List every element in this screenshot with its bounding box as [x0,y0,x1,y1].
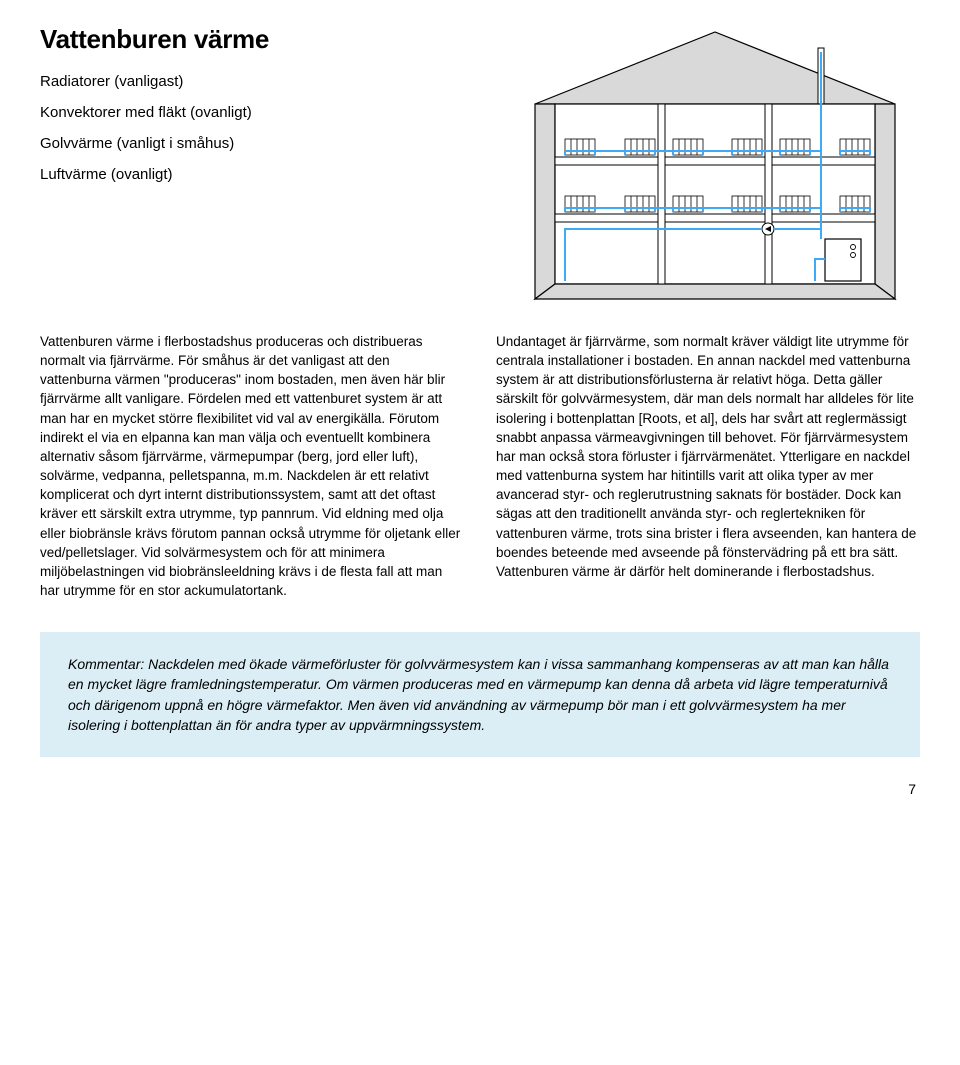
house-cross-section-svg [525,24,905,304]
body-text-right: Undantaget är fjärrvärme, som normalt kr… [496,332,920,581]
body-text-left: Vattenburen värme i flerbostadshus produ… [40,332,464,600]
heading-item-4: Luftvärme (ovanligt) [40,166,470,183]
body-column-right: Undantaget är fjärrvärme, som normalt kr… [496,332,920,600]
comment-text: Kommentar: Nackdelen med ökade värmeförl… [68,656,889,733]
heading-item-3: Golvvärme (vanligt i småhus) [40,135,470,152]
body-column-left: Vattenburen värme i flerbostadshus produ… [40,332,464,600]
heading-block: Vattenburen värme Radiatorer (vanligast)… [40,24,470,304]
top-section: Vattenburen värme Radiatorer (vanligast)… [40,24,920,304]
comment-box: Kommentar: Nackdelen med ökade värmeförl… [40,632,920,757]
house-diagram [510,24,920,304]
body-columns: Vattenburen värme i flerbostadshus produ… [40,332,920,600]
page-title: Vattenburen värme [40,24,470,55]
heading-item-2: Konvektorer med fläkt (ovanligt) [40,104,470,121]
page-number: 7 [40,781,920,797]
heading-item-1: Radiatorer (vanligast) [40,73,470,90]
